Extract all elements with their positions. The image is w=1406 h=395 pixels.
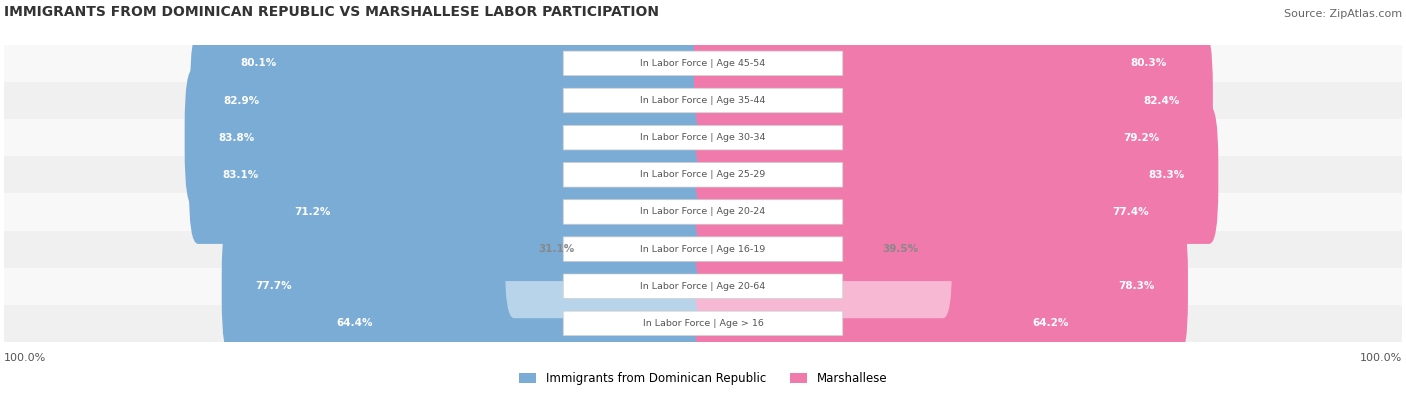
Text: In Labor Force | Age 25-29: In Labor Force | Age 25-29: [640, 170, 766, 179]
FancyBboxPatch shape: [190, 32, 711, 169]
Text: 83.8%: 83.8%: [218, 133, 254, 143]
Text: Source: ZipAtlas.com: Source: ZipAtlas.com: [1284, 9, 1402, 19]
Text: 64.2%: 64.2%: [1032, 318, 1069, 328]
FancyBboxPatch shape: [564, 51, 842, 75]
FancyBboxPatch shape: [188, 106, 711, 244]
Text: 77.4%: 77.4%: [1112, 207, 1149, 217]
Text: 78.3%: 78.3%: [1118, 281, 1154, 291]
FancyBboxPatch shape: [564, 200, 842, 224]
Text: 64.4%: 64.4%: [336, 318, 373, 328]
FancyBboxPatch shape: [4, 45, 1402, 82]
FancyBboxPatch shape: [4, 156, 1402, 194]
Legend: Immigrants from Dominican Republic, Marshallese: Immigrants from Dominican Republic, Mars…: [513, 367, 893, 389]
Text: 80.1%: 80.1%: [240, 58, 277, 68]
FancyBboxPatch shape: [695, 180, 952, 318]
FancyBboxPatch shape: [564, 163, 842, 187]
Text: 71.2%: 71.2%: [295, 207, 330, 217]
FancyBboxPatch shape: [564, 237, 842, 261]
Text: 82.9%: 82.9%: [224, 96, 260, 105]
Text: In Labor Force | Age 20-64: In Labor Force | Age 20-64: [640, 282, 766, 291]
FancyBboxPatch shape: [695, 69, 1194, 207]
FancyBboxPatch shape: [505, 180, 711, 318]
Text: 82.4%: 82.4%: [1143, 96, 1180, 105]
Text: In Labor Force | Age 45-54: In Labor Force | Age 45-54: [640, 59, 766, 68]
FancyBboxPatch shape: [302, 254, 711, 393]
FancyBboxPatch shape: [262, 143, 711, 281]
FancyBboxPatch shape: [695, 217, 1188, 356]
FancyBboxPatch shape: [695, 254, 1102, 393]
Text: IMMIGRANTS FROM DOMINICAN REPUBLIC VS MARSHALLESE LABOR PARTICIPATION: IMMIGRANTS FROM DOMINICAN REPUBLIC VS MA…: [4, 5, 659, 19]
FancyBboxPatch shape: [4, 268, 1402, 305]
FancyBboxPatch shape: [207, 0, 711, 132]
Text: 31.1%: 31.1%: [538, 244, 575, 254]
Text: 83.3%: 83.3%: [1149, 170, 1185, 180]
FancyBboxPatch shape: [4, 305, 1402, 342]
Text: In Labor Force | Age 30-34: In Labor Force | Age 30-34: [640, 133, 766, 142]
FancyBboxPatch shape: [564, 311, 842, 336]
FancyBboxPatch shape: [695, 143, 1182, 281]
FancyBboxPatch shape: [695, 106, 1219, 244]
Text: 77.7%: 77.7%: [254, 281, 292, 291]
FancyBboxPatch shape: [184, 69, 711, 207]
FancyBboxPatch shape: [564, 274, 842, 299]
FancyBboxPatch shape: [222, 217, 711, 356]
Text: In Labor Force | Age > 16: In Labor Force | Age > 16: [643, 319, 763, 328]
FancyBboxPatch shape: [564, 88, 842, 113]
FancyBboxPatch shape: [4, 119, 1402, 156]
Text: 100.0%: 100.0%: [1360, 353, 1402, 363]
Text: 83.1%: 83.1%: [222, 170, 259, 180]
FancyBboxPatch shape: [4, 82, 1402, 119]
Text: 100.0%: 100.0%: [4, 353, 46, 363]
Text: In Labor Force | Age 35-44: In Labor Force | Age 35-44: [640, 96, 766, 105]
FancyBboxPatch shape: [695, 0, 1201, 132]
FancyBboxPatch shape: [4, 194, 1402, 231]
FancyBboxPatch shape: [695, 32, 1213, 169]
Text: 39.5%: 39.5%: [883, 244, 918, 254]
Text: 79.2%: 79.2%: [1123, 133, 1160, 143]
FancyBboxPatch shape: [4, 231, 1402, 268]
FancyBboxPatch shape: [564, 125, 842, 150]
Text: In Labor Force | Age 20-24: In Labor Force | Age 20-24: [640, 207, 766, 216]
Text: 80.3%: 80.3%: [1130, 58, 1167, 68]
Text: In Labor Force | Age 16-19: In Labor Force | Age 16-19: [640, 245, 766, 254]
